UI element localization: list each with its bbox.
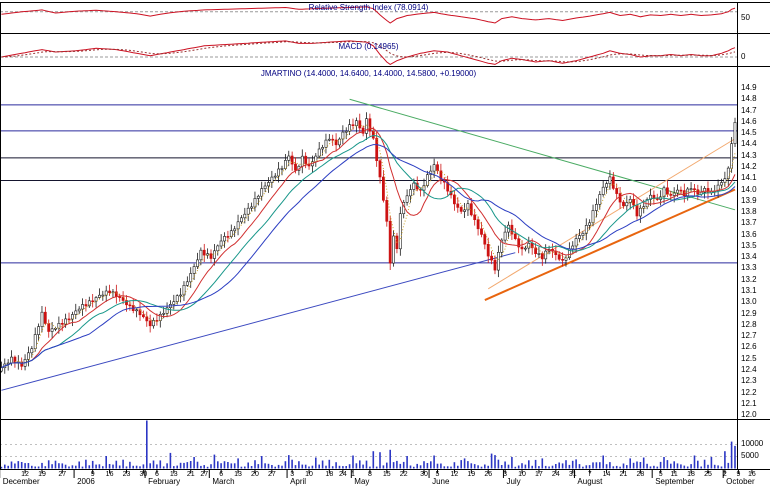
price-panel-title: JMARTINO (14.4000, 14.6400, 14.4000, 14.… (260, 69, 477, 78)
date-tick-label: 12 (450, 471, 459, 478)
price-axis-label: 14.0 (741, 184, 757, 194)
price-axis-label: 12.2 (741, 387, 757, 397)
price-axis-label: 12.1 (741, 398, 757, 408)
date-tick-label: 16 (748, 471, 756, 478)
date-tick-label: 27 (58, 471, 67, 478)
price-axis-label: 13.5 (741, 240, 757, 250)
date-tick-label: 25 (704, 471, 712, 478)
date-tick-label: 17 (535, 471, 543, 478)
price-axis-label: 12.3 (741, 376, 757, 386)
date-tick-label: 6 (219, 471, 224, 478)
date-tick-label: 13 (169, 471, 178, 478)
date-tick-label: 23 (122, 471, 131, 478)
date-tick-label: 16 (105, 471, 114, 478)
date-tick-label: 18 (325, 471, 334, 478)
month-label: December (2, 477, 40, 486)
price-axis-label: 12.0 (741, 410, 757, 420)
macd-panel-title: MACD (0.14965) (338, 42, 399, 51)
date-tick-label: 2 (722, 471, 727, 478)
date-tick-label: 15 (382, 471, 391, 478)
date-tick-label: 18 (687, 471, 695, 478)
month-label: August (577, 477, 603, 486)
price-axis-label: 13.9 (741, 195, 757, 205)
date-tick-label: 9 (90, 471, 95, 478)
date-tick-label: 21 (619, 471, 628, 478)
date-tick-label: 7 (587, 471, 592, 478)
date-tick-label: 21 (186, 471, 195, 478)
month-label: February (148, 477, 181, 486)
price-axis-label: 14.1 (741, 173, 757, 183)
month-label: October (726, 477, 755, 486)
price-axis-label: 14.2 (741, 161, 757, 171)
macd-scale-label: 0 (741, 52, 746, 61)
price-axis-label: 14.4 (741, 139, 757, 149)
date-tick-label: 27 (267, 471, 276, 478)
date-tick-label: 5 (658, 471, 663, 478)
price-axis-label: 12.5 (741, 353, 757, 363)
date-tick-label: 10 (305, 471, 313, 478)
month-label: 2006 (77, 477, 95, 486)
date-tick-label: 28 (636, 471, 645, 478)
month-label: March (212, 477, 235, 486)
price-axis-label: 14.6 (741, 116, 757, 126)
price-axis-label: 12.4 (741, 365, 757, 374)
volume-scale-label-5000: 5000 (741, 451, 759, 460)
price-axis-label: 13.0 (741, 297, 757, 307)
date-tick-label: 3 (503, 471, 508, 478)
date-tick-label: 24 (551, 471, 560, 478)
price-axis-label: 12.6 (741, 342, 757, 352)
price-axis-label: 13.1 (741, 286, 757, 296)
date-tick-label: 20 (251, 471, 259, 478)
date-tick-label: 27 (200, 471, 209, 478)
price-axis-label: 13.6 (741, 229, 757, 239)
date-tick-label: 9 (736, 471, 741, 478)
date-tick-label: 1 (351, 471, 355, 478)
price-axis-label: 14.7 (741, 105, 757, 115)
date-tick-label: 26 (484, 471, 493, 478)
price-axis-label: 12.9 (741, 308, 757, 318)
date-tick-label: 19 (38, 471, 46, 478)
price-axis-label: 13.7 (741, 218, 757, 228)
price-axis-label: 12.8 (741, 319, 757, 329)
price-axis-label: 14.8 (741, 94, 757, 104)
month-label: May (354, 477, 370, 486)
date-tick-label: 30 (420, 471, 428, 478)
month-label: July (506, 477, 521, 486)
price-axis-label: 13.3 (741, 263, 757, 273)
price-axis-label: 13.4 (741, 252, 757, 262)
date-tick-label: 10 (518, 471, 526, 478)
date-tick-label: 19 (467, 471, 476, 478)
date-tick-label: 11 (670, 471, 678, 478)
price-axis-label: 14.9 (741, 83, 757, 92)
date-tick-label: 13 (234, 471, 242, 478)
price-axis-label: 12.7 (741, 331, 757, 341)
price-axis-label: 14.3 (741, 150, 757, 160)
date-tick-label: 5 (435, 471, 440, 478)
price-axis-label: 14.5 (741, 128, 757, 138)
date-tick-label: 8 (367, 471, 372, 478)
month-label: April (290, 477, 307, 486)
date-tick-label: 22 (399, 471, 408, 478)
rsi-panel-title: Relative Strength Index (78.0914) (308, 3, 429, 12)
month-label: June (432, 477, 450, 486)
date-tick-label: 3 (290, 471, 295, 478)
date-tick-label: 12 (21, 471, 29, 478)
volume-scale-label-10000: 10000 (741, 439, 764, 448)
date-tick-label: 30 (139, 471, 148, 478)
month-label: September (655, 477, 695, 486)
date-tick-label: 14 (602, 471, 611, 478)
date-tick-label: 24 (338, 471, 347, 478)
price-axis-label: 13.2 (741, 274, 757, 284)
price-axis-label: 13.8 (741, 207, 757, 217)
date-tick-label: 6 (154, 471, 159, 478)
rsi-scale-label: 50 (741, 13, 750, 22)
date-tick-label: 31 (568, 471, 577, 478)
